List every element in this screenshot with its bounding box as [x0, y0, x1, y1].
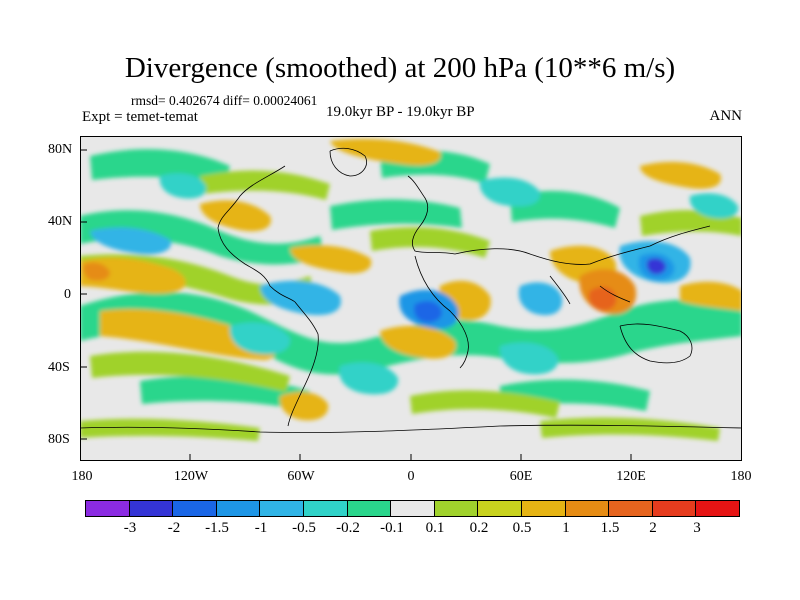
x-tick-label: 0 [407, 469, 415, 484]
colorbar-label: -1 [254, 520, 268, 536]
colorbar-label: -1.5 [205, 520, 229, 536]
colorbar-swatch [259, 500, 304, 517]
colorbar-swatch [564, 500, 610, 517]
colorbar-label: -0.1 [380, 520, 404, 536]
divergence-field [80, 138, 742, 441]
colorbar-label: -0.2 [336, 520, 360, 536]
plot-title: Divergence (smoothed) at 200 hPa (10**6 … [124, 52, 676, 84]
colorbar-swatch [520, 500, 566, 517]
colorbar-label: -2 [167, 520, 181, 536]
y-tick-label: 40S [48, 360, 70, 375]
colorbar-label: 1.5 [600, 520, 620, 536]
colorbar-label: 3 [693, 520, 701, 536]
x-tick-label: 120E [616, 469, 646, 484]
colorbar-swatch [608, 500, 653, 517]
colorbar-swatch [651, 500, 697, 517]
divergence-map [80, 136, 742, 461]
colorbar-label: 0.5 [512, 520, 532, 536]
colorbar-swatch [128, 500, 174, 517]
period-label: 19.0kyr BP - 19.0kyr BP [326, 104, 475, 120]
colorbar-label: 2 [649, 520, 657, 536]
x-tick-label: 180 [730, 469, 752, 484]
experiment-label: Expt = temet-temat [82, 109, 198, 125]
colorbar-label: 1 [562, 520, 570, 536]
y-tick-label: 80N [48, 142, 73, 157]
stats-label: rmsd= 0.402674 diff= 0.00024061 [131, 93, 318, 108]
colorbar-swatch [477, 500, 522, 517]
colorbar-swatch [390, 500, 435, 517]
colorbar-label: -3 [123, 520, 137, 536]
season-label: ANN [709, 108, 743, 124]
map-tick-marks [80, 149, 632, 461]
colorbar-label: 0.1 [425, 520, 445, 536]
y-tick-label: 40N [48, 214, 73, 229]
x-tick-label: 60E [509, 469, 533, 484]
x-tick-label: 120W [173, 469, 209, 484]
colorbar-swatch [346, 500, 392, 517]
colorbar-swatch [695, 500, 740, 517]
coastlines [80, 147, 742, 433]
colorbar-label: 0.2 [469, 520, 489, 536]
colorbar-label: -0.5 [292, 520, 316, 536]
colorbar-swatch [172, 500, 217, 517]
y-tick-label: 0 [64, 287, 71, 302]
y-tick-label: 80S [48, 432, 70, 447]
x-tick-label: 180 [71, 469, 93, 484]
colorbar-swatch [215, 500, 261, 517]
colorbar-swatch [433, 500, 479, 517]
colorbar [85, 500, 740, 517]
x-tick-label: 60W [287, 469, 315, 484]
colorbar-swatch [85, 500, 130, 517]
colorbar-swatch [302, 500, 348, 517]
